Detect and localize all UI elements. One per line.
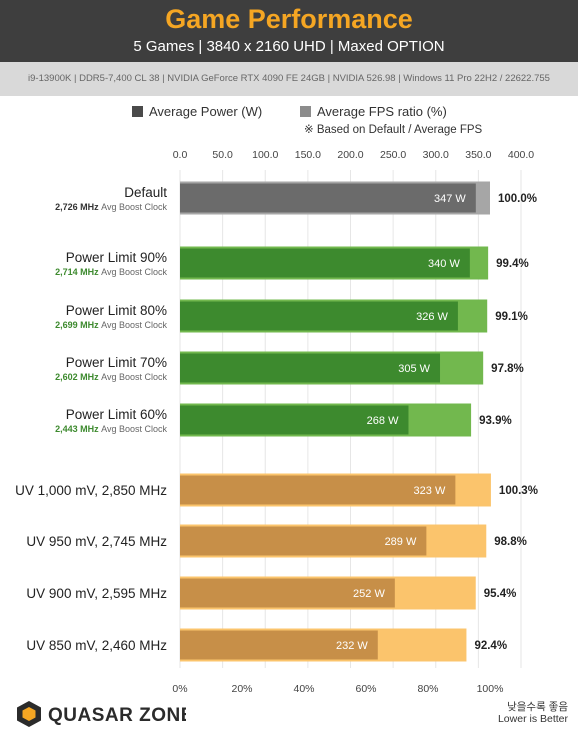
top-axis-tick: 50.0 bbox=[212, 149, 233, 161]
power-bar bbox=[180, 526, 427, 556]
top-axis-tick: 350.0 bbox=[465, 149, 491, 161]
power-bar bbox=[180, 405, 409, 435]
power-bar bbox=[180, 475, 456, 505]
power-value-label: 305 W bbox=[398, 363, 430, 375]
legend-fps-swatch bbox=[300, 106, 311, 117]
fps-value-label: 98.8% bbox=[494, 536, 527, 548]
power-value-label: 268 W bbox=[367, 415, 399, 427]
category-sublabel: 2,714 MHz Avg Boost Clock bbox=[55, 267, 167, 277]
bottom-axis-tick: 40% bbox=[293, 683, 314, 695]
power-value-label: 326 W bbox=[416, 311, 448, 323]
legend-fps: Average FPS ratio (%) bbox=[300, 104, 447, 119]
fps-value-label: 99.1% bbox=[495, 311, 528, 323]
category-label: Default bbox=[124, 185, 167, 200]
bottom-axis-tick: 80% bbox=[417, 683, 438, 695]
footer-note-ko: 낮을수록 좋음 bbox=[507, 701, 568, 713]
header-banner bbox=[0, 0, 578, 62]
legend-power: Average Power (W) bbox=[132, 104, 262, 119]
power-bar bbox=[180, 353, 441, 383]
category-label: Power Limit 90% bbox=[66, 250, 167, 265]
spec-bar bbox=[0, 62, 578, 96]
bottom-axis-tick: 100% bbox=[477, 683, 504, 695]
top-axis-tick: 100.0 bbox=[252, 149, 278, 161]
system-specs: i9-13900K | DDR5-7,400 CL 38 | NVIDIA Ge… bbox=[28, 73, 550, 84]
quasarzone-logo: QUASAR ZONE bbox=[17, 701, 186, 727]
category-sublabel: 2,699 MHz Avg Boost Clock bbox=[55, 320, 167, 330]
footer-note-en: Lower is Better bbox=[497, 713, 568, 725]
fps-value-label: 92.4% bbox=[474, 640, 507, 652]
bottom-axis-tick: 20% bbox=[231, 683, 252, 695]
category-sublabel: 2,726 MHz Avg Boost Clock bbox=[55, 202, 167, 212]
category-label: Power Limit 80% bbox=[66, 303, 167, 318]
category-sublabel: 2,602 MHz Avg Boost Clock bbox=[55, 372, 167, 382]
power-bar bbox=[180, 578, 395, 608]
legend-power-swatch bbox=[132, 106, 143, 117]
bottom-axis-tick: 0% bbox=[172, 683, 187, 695]
power-value-label: 340 W bbox=[428, 258, 460, 270]
top-axis-tick: 300.0 bbox=[423, 149, 449, 161]
power-value-label: 347 W bbox=[434, 193, 466, 205]
power-bar bbox=[180, 248, 470, 278]
fps-value-label: 99.4% bbox=[496, 258, 529, 270]
chart-subtitle: 5 Games | 3840 x 2160 UHD | Maxed OPTION bbox=[133, 38, 445, 55]
chart-title: Game Performance bbox=[165, 4, 413, 34]
fps-value-label: 100.0% bbox=[498, 193, 537, 205]
top-axis-tick: 150.0 bbox=[295, 149, 321, 161]
legend-fps-label: Average FPS ratio (%) bbox=[317, 104, 447, 119]
bottom-axis-tick: 60% bbox=[355, 683, 376, 695]
top-axis-tick: 250.0 bbox=[380, 149, 406, 161]
category-label: UV 850 mV, 2,460 MHz bbox=[26, 638, 167, 653]
power-value-label: 323 W bbox=[414, 485, 446, 497]
power-value-label: 289 W bbox=[385, 536, 417, 548]
fps-value-label: 95.4% bbox=[484, 588, 517, 600]
top-axis-tick: 0.0 bbox=[173, 149, 188, 161]
fps-value-label: 93.9% bbox=[479, 415, 512, 427]
power-value-label: 252 W bbox=[353, 588, 385, 600]
category-label: UV 1,000 mV, 2,850 MHz bbox=[15, 483, 167, 498]
logo-text: QUASAR ZONE bbox=[48, 705, 186, 726]
category-sublabel: 2,443 MHz Avg Boost Clock bbox=[55, 424, 167, 434]
category-label: UV 950 mV, 2,745 MHz bbox=[26, 534, 167, 549]
category-label: Power Limit 70% bbox=[66, 355, 167, 370]
power-bar bbox=[180, 630, 378, 660]
power-bar bbox=[180, 301, 458, 331]
top-axis-tick: 400.0 bbox=[508, 149, 534, 161]
fps-value-label: 100.3% bbox=[499, 485, 538, 497]
fps-value-label: 97.8% bbox=[491, 363, 524, 375]
power-bar bbox=[180, 183, 476, 213]
logo-hexagon-inner bbox=[22, 707, 36, 721]
category-label: UV 900 mV, 2,595 MHz bbox=[26, 586, 167, 601]
power-value-label: 232 W bbox=[336, 640, 368, 652]
category-label: Power Limit 60% bbox=[66, 407, 167, 422]
top-axis-tick: 200.0 bbox=[337, 149, 363, 161]
legend-power-label: Average Power (W) bbox=[149, 104, 263, 119]
legend-note: ※ Based on Default / Average FPS bbox=[304, 124, 483, 136]
